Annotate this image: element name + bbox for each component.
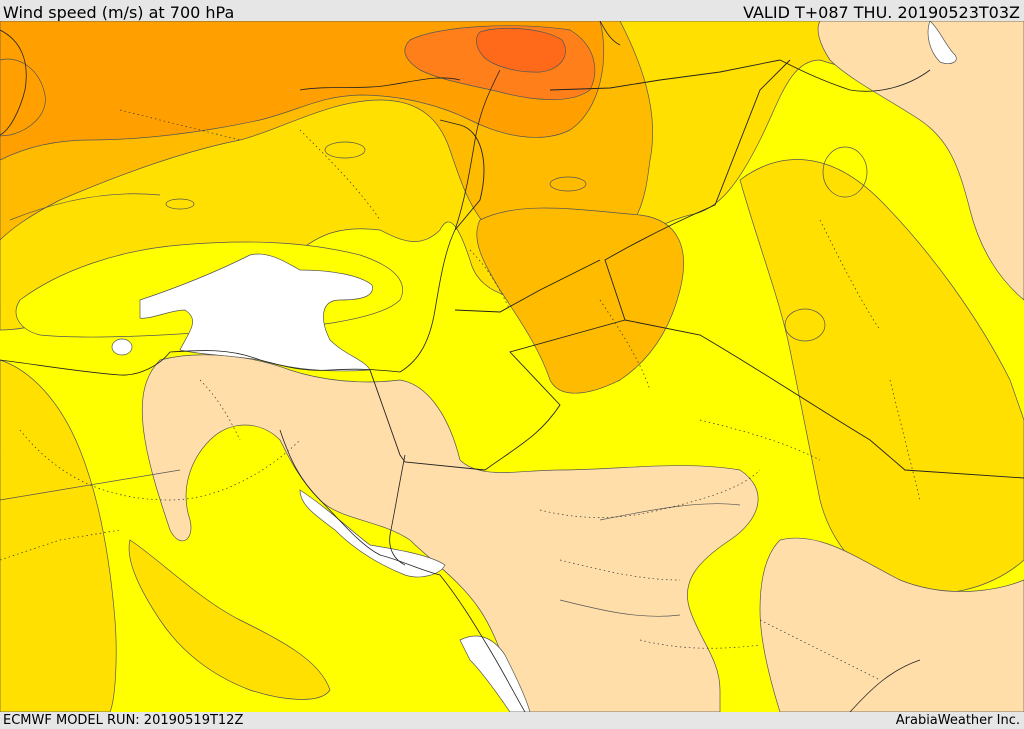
- valid-time: VALID T+087 THU. 20190523T03Z: [743, 3, 1020, 22]
- contour-band-white-small: [111, 338, 133, 356]
- top-bar: [0, 0, 1024, 21]
- contour-band-white-mediterranean: [139, 253, 373, 372]
- map-title: Wind speed (m/s) at 700 hPa: [3, 3, 235, 22]
- credit-label: ArabiaWeather Inc.: [895, 713, 1020, 728]
- bottom-bar: [0, 712, 1024, 729]
- contour-band-ffdeaa-sinai: [141, 354, 759, 712]
- wind-speed-map: [0, 21, 1024, 712]
- country-borders: [369, 59, 1024, 479]
- contour-band-ffbb00-central: [476, 207, 684, 394]
- contour-band-white-caspian: [927, 21, 957, 64]
- contour-band-white-redsea: [459, 635, 531, 712]
- contour-band-ffdeaa-northeast: [817, 21, 1024, 301]
- contour-band-ffe000-south: [128, 539, 331, 700]
- admin-boundaries: [0, 109, 921, 681]
- model-run-label: ECMWF MODEL RUN: 20190519T12Z: [3, 713, 244, 728]
- contour-band-ff6a1a-north: [476, 27, 566, 73]
- contour-band-white-gulf-suez: [299, 489, 446, 578]
- contour-band-ffe000-southwest: [0, 359, 117, 712]
